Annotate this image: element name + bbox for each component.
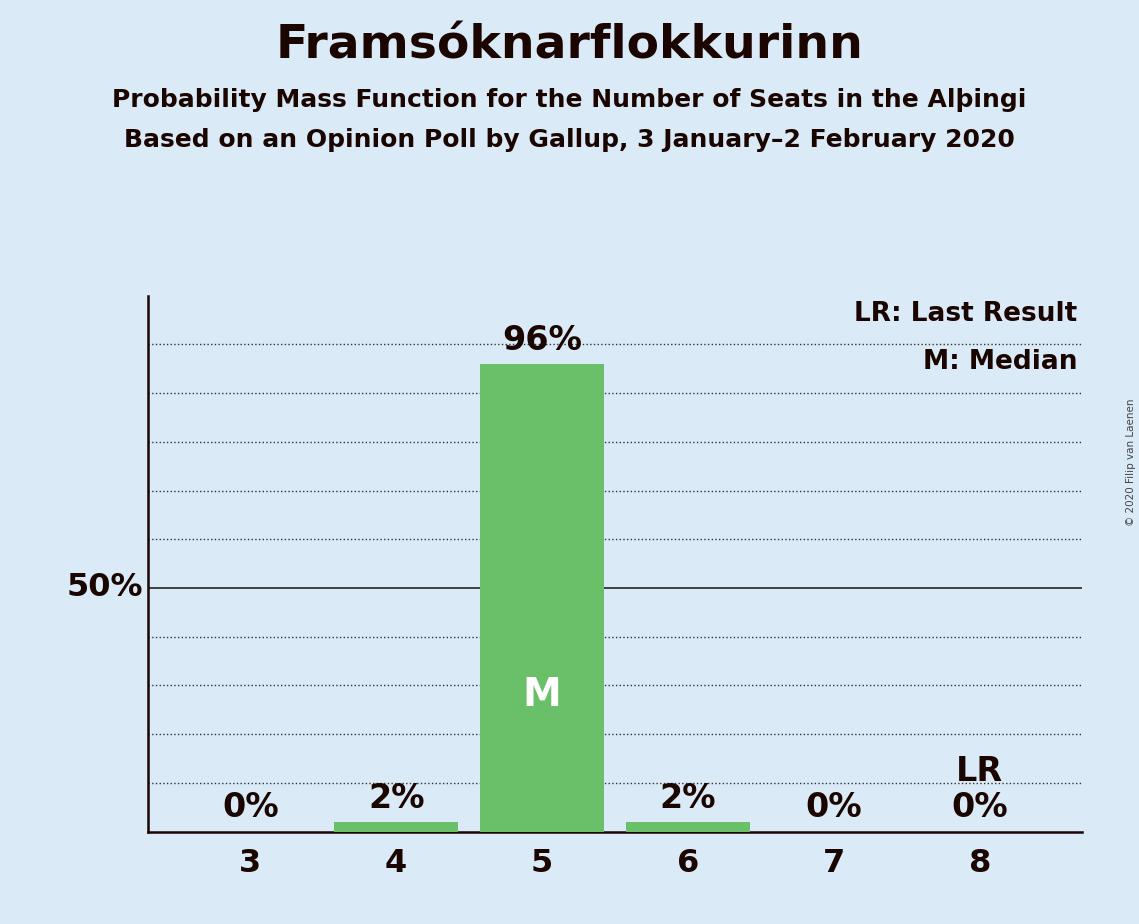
Text: Probability Mass Function for the Number of Seats in the Alþingi: Probability Mass Function for the Number…	[113, 88, 1026, 112]
Text: LR: LR	[957, 755, 1003, 788]
Text: M: Median: M: Median	[923, 349, 1077, 375]
Text: Framsóknarflokkurinn: Framsóknarflokkurinn	[276, 23, 863, 68]
Text: 50%: 50%	[67, 573, 144, 603]
Text: 96%: 96%	[502, 323, 582, 357]
Text: 0%: 0%	[222, 791, 279, 824]
Bar	[334, 821, 458, 832]
Text: Based on an Opinion Poll by Gallup, 3 January–2 February 2020: Based on an Opinion Poll by Gallup, 3 Ja…	[124, 128, 1015, 152]
Bar	[626, 821, 751, 832]
Text: 0%: 0%	[951, 791, 1008, 824]
Text: 2%: 2%	[368, 782, 425, 815]
Bar	[480, 364, 604, 832]
Text: M: M	[523, 676, 562, 714]
Text: 0%: 0%	[805, 791, 862, 824]
Text: LR: Last Result: LR: Last Result	[854, 301, 1077, 327]
Text: © 2020 Filip van Laenen: © 2020 Filip van Laenen	[1125, 398, 1136, 526]
Text: 2%: 2%	[659, 782, 716, 815]
